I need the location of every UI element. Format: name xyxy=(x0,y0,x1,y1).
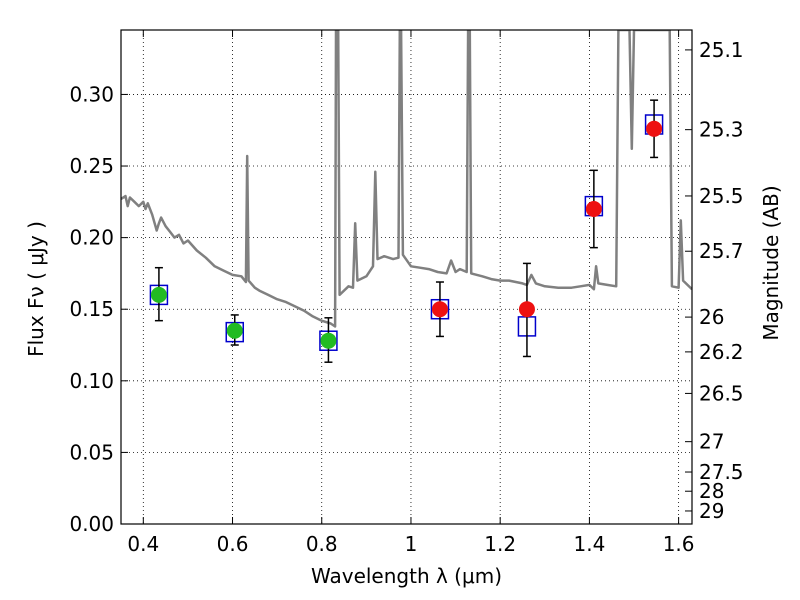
x-axis-ticks: 0.4 0.6 0.8 1 1.2 1.4 1.6 xyxy=(127,30,695,556)
observed-flux-point xyxy=(585,200,602,217)
magnitude-tick-label: 27.5 xyxy=(699,460,744,484)
axis-labels: Wavelength λ (μm) Flux Fν ( μJy ) Magnitud… xyxy=(24,185,783,588)
observed-flux-point xyxy=(646,120,663,137)
model-spectrum xyxy=(121,30,692,328)
x-tick-label: 1.4 xyxy=(573,532,605,556)
y-axis-label: Flux Fν ( μJy ) xyxy=(24,221,48,357)
magnitude-tick-label: 25.5 xyxy=(699,184,744,208)
observed-flux-point xyxy=(431,301,448,318)
x-tick-label: 0.8 xyxy=(306,532,338,556)
magnitude-axis-label: Magnitude (AB) xyxy=(759,185,783,340)
plot-frame xyxy=(120,29,693,525)
y-tick-label: 0.25 xyxy=(69,154,114,178)
magnitude-tick-label: 26.2 xyxy=(699,340,744,364)
x-axis-label: Wavelength λ (μm) xyxy=(311,564,502,588)
magnitude-tick-label: 29 xyxy=(699,499,724,523)
y-tick-label: 0.00 xyxy=(69,512,114,536)
y-tick-label: 0.15 xyxy=(69,297,114,321)
y-tick-label: 0.10 xyxy=(69,369,114,393)
y-tick-label: 0.05 xyxy=(69,440,114,464)
x-tick-label: 1.6 xyxy=(663,532,695,556)
observed-flux-point xyxy=(150,286,167,303)
observed-flux-point xyxy=(320,332,337,349)
magnitude-tick-label: 26.5 xyxy=(699,381,744,405)
y-tick-label: 0.30 xyxy=(69,82,114,106)
plot-background xyxy=(121,30,692,524)
photometry-markers xyxy=(149,99,664,363)
spectrum-line xyxy=(121,30,692,328)
x-tick-label: 0.4 xyxy=(127,532,159,556)
magnitude-tick-label: 27 xyxy=(699,430,724,454)
x-tick-label: 0.6 xyxy=(217,532,249,556)
observed-flux-point xyxy=(226,322,243,339)
magnitude-tick-label: 25.1 xyxy=(699,38,744,62)
magnitude-tick-label: 25.7 xyxy=(699,239,744,263)
y-axis-ticks: 0.00 0.05 0.10 0.15 0.20 0.25 0.30 xyxy=(69,82,128,536)
y-tick-label: 0.20 xyxy=(69,226,114,250)
x-tick-label: 1.2 xyxy=(484,532,516,556)
x-tick-label: 1 xyxy=(405,532,418,556)
magnitude-tick-label: 28 xyxy=(699,479,724,503)
magnitude-tick-label: 26 xyxy=(699,305,724,329)
observed-flux-point xyxy=(518,301,535,318)
magnitude-tick-label: 25.3 xyxy=(699,118,744,142)
